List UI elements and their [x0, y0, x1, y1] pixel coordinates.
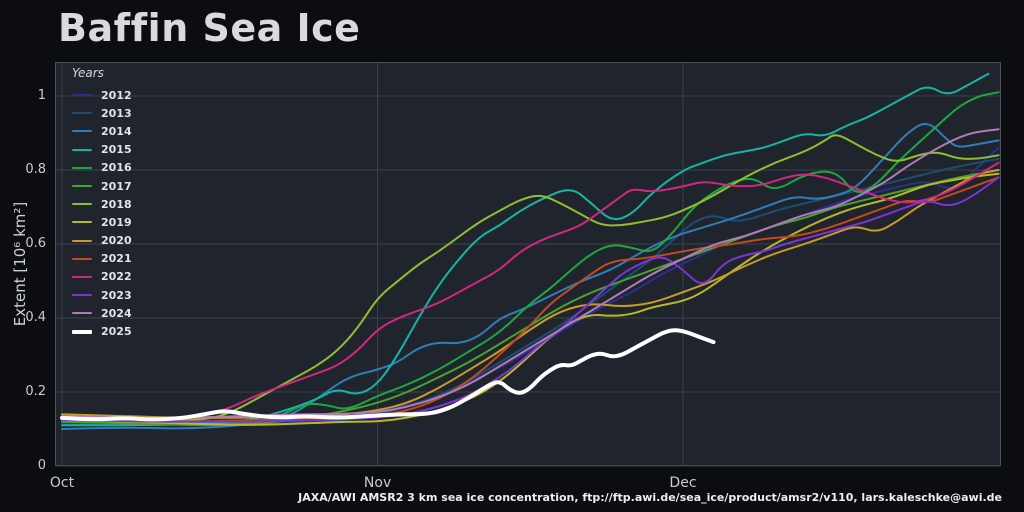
y-tick-0.8: 0.8 — [25, 162, 46, 177]
series-line-2015 — [61, 72, 990, 427]
legend-item-label: 2013 — [101, 106, 132, 120]
legend-item-2012[interactable]: 2012 — [68, 86, 132, 104]
legend-swatch-2016 — [72, 166, 92, 169]
legend-item-2014[interactable]: 2014 — [68, 122, 132, 140]
legend-item-label: 2012 — [101, 88, 132, 102]
chart-title: Baffin Sea Ice — [58, 6, 361, 50]
gridlines — [56, 63, 1000, 467]
legend-item-label: 2020 — [101, 234, 132, 248]
x-tick-nov: Nov — [363, 475, 392, 491]
legend-item-2025[interactable]: 2025 — [68, 322, 132, 340]
plot-area[interactable] — [55, 62, 1001, 466]
series-line-2024 — [61, 128, 1000, 419]
legend-swatch-2020 — [72, 239, 92, 242]
legend-item-2020[interactable]: 2020 — [68, 232, 132, 250]
legend-title: Years — [72, 66, 104, 80]
legend-item-label: 2014 — [101, 124, 132, 138]
legend-item-2018[interactable]: 2018 — [68, 195, 132, 213]
series-line-2022 — [61, 161, 1000, 419]
legend-item-label: 2019 — [101, 215, 132, 229]
legend-swatch-2025 — [72, 329, 92, 334]
legend-item-label: 2021 — [101, 252, 132, 266]
legend-item-2023[interactable]: 2023 — [68, 286, 132, 304]
legend-item-label: 2023 — [101, 288, 132, 302]
series-line-2025 — [60, 328, 716, 422]
series-line-2016 — [61, 91, 1000, 426]
legend-swatch-2017 — [72, 185, 92, 188]
y-tick-0.4: 0.4 — [25, 310, 46, 325]
legend-swatch-2014 — [72, 130, 92, 133]
legend-item-label: 2016 — [101, 161, 132, 175]
series-line-2019 — [61, 172, 1000, 426]
y-tick-0: 0 — [37, 458, 46, 473]
legend-item-2017[interactable]: 2017 — [68, 177, 132, 195]
legend-swatch-2013 — [72, 112, 92, 115]
y-tick-0.2: 0.2 — [25, 384, 46, 399]
legend-swatch-2021 — [72, 257, 92, 260]
legend-item-2015[interactable]: 2015 — [68, 141, 132, 159]
legend-swatch-2019 — [72, 221, 92, 224]
series-line-2018 — [61, 134, 1000, 423]
legend-item-label: 2015 — [101, 143, 132, 157]
legend-item-2013[interactable]: 2013 — [68, 104, 132, 122]
legend-item-2024[interactable]: 2024 — [68, 304, 132, 322]
legend-item-label: 2022 — [101, 270, 132, 284]
y-tick-1: 1 — [37, 88, 46, 103]
legend-swatch-2015 — [72, 148, 92, 151]
x-tick-dec: Dec — [669, 475, 697, 491]
legend-item-2016[interactable]: 2016 — [68, 159, 132, 177]
legend: Years 2012 2013 2014 2015 2016 2017 2018 2019 20… — [68, 66, 132, 341]
legend-swatch-2018 — [72, 203, 92, 206]
x-tick-oct: Oct — [49, 475, 75, 491]
legend-item-2019[interactable]: 2019 — [68, 213, 132, 231]
legend-item-label: 2017 — [101, 179, 132, 193]
legend-swatch-2022 — [72, 275, 92, 278]
series-line-2021 — [61, 176, 1000, 423]
legend-item-label: 2024 — [101, 306, 132, 320]
series-line-2014 — [61, 122, 1000, 430]
y-axis-label: Extent [10⁶ km²] — [11, 201, 29, 327]
legend-swatch-2023 — [72, 294, 92, 297]
attribution-text: JAXA/AWI AMSR2 3 km sea ice concentratio… — [298, 491, 1002, 504]
y-tick-0.6: 0.6 — [25, 236, 46, 251]
legend-item-2022[interactable]: 2022 — [68, 268, 132, 286]
legend-swatch-2012 — [72, 94, 92, 97]
legend-item-label: 2018 — [101, 197, 132, 211]
legend-items: 2012 2013 2014 2015 2016 2017 2018 2019 2020 2021… — [68, 86, 132, 341]
legend-item-label: 2025 — [101, 325, 132, 339]
legend-swatch-2024 — [72, 312, 92, 315]
series-line-2023 — [61, 176, 1000, 423]
legend-item-2021[interactable]: 2021 — [68, 250, 132, 268]
